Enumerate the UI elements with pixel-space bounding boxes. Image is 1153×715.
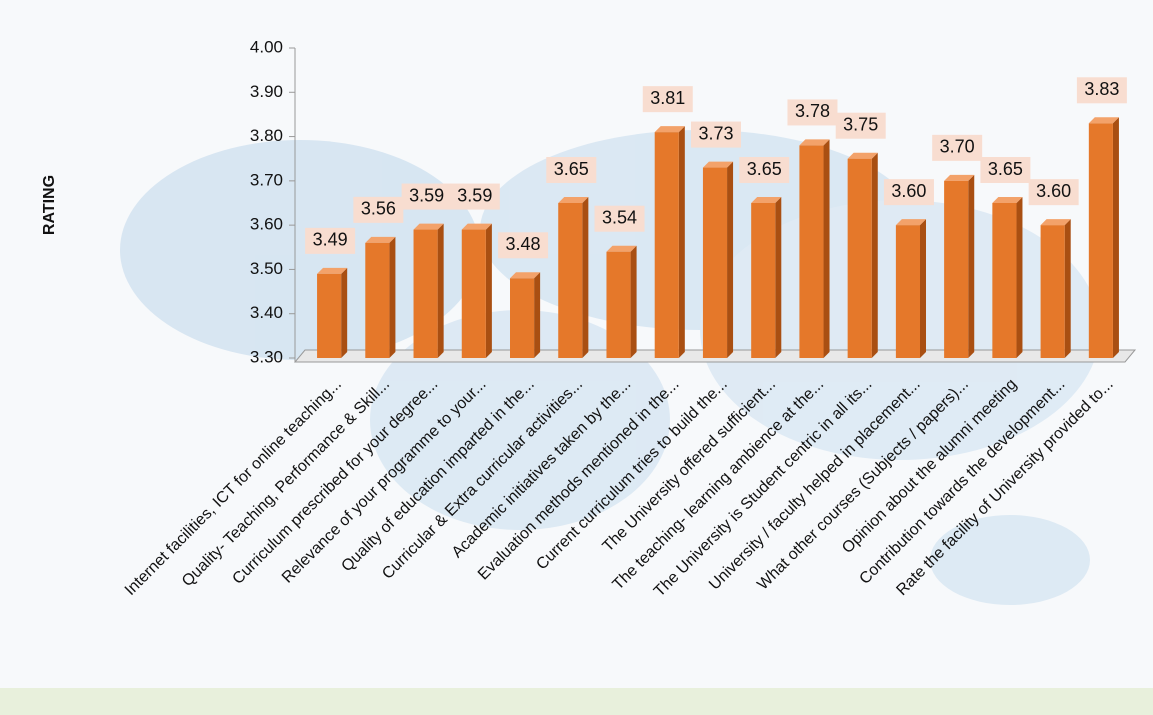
bar-side <box>341 267 348 358</box>
bar-side <box>534 272 541 358</box>
bar <box>461 229 486 358</box>
value-label: 3.83 <box>1084 79 1119 99</box>
bar-top <box>799 139 830 146</box>
bar <box>558 203 583 358</box>
bar <box>317 273 342 358</box>
value-label: 3.48 <box>506 234 541 254</box>
value-label-bg <box>353 196 404 223</box>
value-label-bg <box>401 183 452 210</box>
bar-side <box>1112 117 1119 359</box>
value-label: 3.49 <box>313 230 348 250</box>
value-label-bg <box>642 86 693 113</box>
bar-top <box>992 197 1023 203</box>
bar-top <box>895 219 926 226</box>
value-label-bg <box>883 179 934 206</box>
bar <box>992 203 1017 358</box>
bar <box>1040 225 1065 358</box>
bar-side <box>727 161 734 358</box>
value-label: 3.59 <box>457 185 492 205</box>
value-label: 3.75 <box>843 114 878 134</box>
y-tick-label: 4.00 <box>250 37 283 56</box>
value-label: 3.65 <box>747 159 782 179</box>
bar-side <box>1016 197 1023 358</box>
bar-top <box>317 267 348 274</box>
bar <box>895 225 920 358</box>
bar-top <box>413 223 444 230</box>
bar-side <box>485 223 492 358</box>
value-label-bg <box>449 183 500 210</box>
value-label: 3.78 <box>795 101 830 121</box>
y-tick-label: 3.60 <box>250 215 283 234</box>
value-label: 3.81 <box>650 88 685 108</box>
bar <box>413 229 438 358</box>
bar-side <box>630 245 637 358</box>
bar-side <box>389 236 396 358</box>
bar <box>702 167 728 358</box>
bar-side <box>437 223 444 358</box>
y-tick-label: 3.30 <box>250 347 283 366</box>
value-label: 3.70 <box>940 137 975 157</box>
bar <box>654 132 679 358</box>
value-label-bg <box>787 99 838 126</box>
bar-top <box>558 197 589 203</box>
bar-top <box>461 223 492 230</box>
footer-band <box>0 688 1153 715</box>
y-tick-label: 3.80 <box>250 126 283 145</box>
value-label-bg <box>1028 179 1079 206</box>
value-label-bg <box>1076 77 1127 104</box>
bar-top <box>702 161 734 168</box>
bar <box>1088 123 1113 359</box>
value-label-bg <box>835 112 886 139</box>
value-label: 3.65 <box>988 159 1023 179</box>
value-label: 3.59 <box>409 185 444 205</box>
value-label: 3.60 <box>1036 181 1071 201</box>
bar-top <box>1040 219 1071 226</box>
bar-side <box>775 197 782 358</box>
bar-top <box>751 197 782 203</box>
value-label-bg <box>546 157 597 183</box>
bar-side <box>968 174 975 358</box>
value-label: 3.54 <box>602 207 637 227</box>
bar <box>606 251 631 358</box>
bar-side <box>582 197 589 358</box>
bar-top <box>944 174 975 181</box>
value-label: 3.73 <box>698 123 733 143</box>
y-tick-label: 3.70 <box>250 170 283 189</box>
value-label: 3.56 <box>361 199 396 219</box>
value-label-bg <box>594 205 645 232</box>
bar <box>510 278 535 358</box>
bar-side <box>823 139 830 358</box>
bar <box>751 203 776 358</box>
bar-top <box>606 245 637 252</box>
value-label-bg <box>305 227 356 254</box>
bar-side <box>920 219 926 358</box>
value-label: 3.60 <box>891 181 926 201</box>
bar <box>847 158 872 358</box>
bar-side <box>1064 219 1071 358</box>
bar-top <box>1088 117 1119 124</box>
value-label-bg <box>498 232 549 259</box>
y-tick-label: 3.40 <box>250 303 283 322</box>
bar-top <box>847 152 878 159</box>
bar <box>799 145 824 358</box>
y-tick-label: 3.90 <box>250 82 283 101</box>
value-label: 3.65 <box>554 159 589 179</box>
value-label-bg <box>980 157 1031 183</box>
bar-top <box>365 236 396 243</box>
y-axis-title: RATING <box>41 175 58 235</box>
bar-side <box>871 152 878 358</box>
value-label-bg <box>739 157 790 183</box>
y-tick-label: 3.50 <box>250 259 283 278</box>
value-label-bg <box>932 134 983 161</box>
bar <box>365 242 390 358</box>
bar <box>944 180 969 358</box>
bar-top <box>654 126 685 133</box>
bar-top <box>510 272 541 279</box>
value-label-bg <box>691 121 741 148</box>
bar-side <box>678 126 685 359</box>
